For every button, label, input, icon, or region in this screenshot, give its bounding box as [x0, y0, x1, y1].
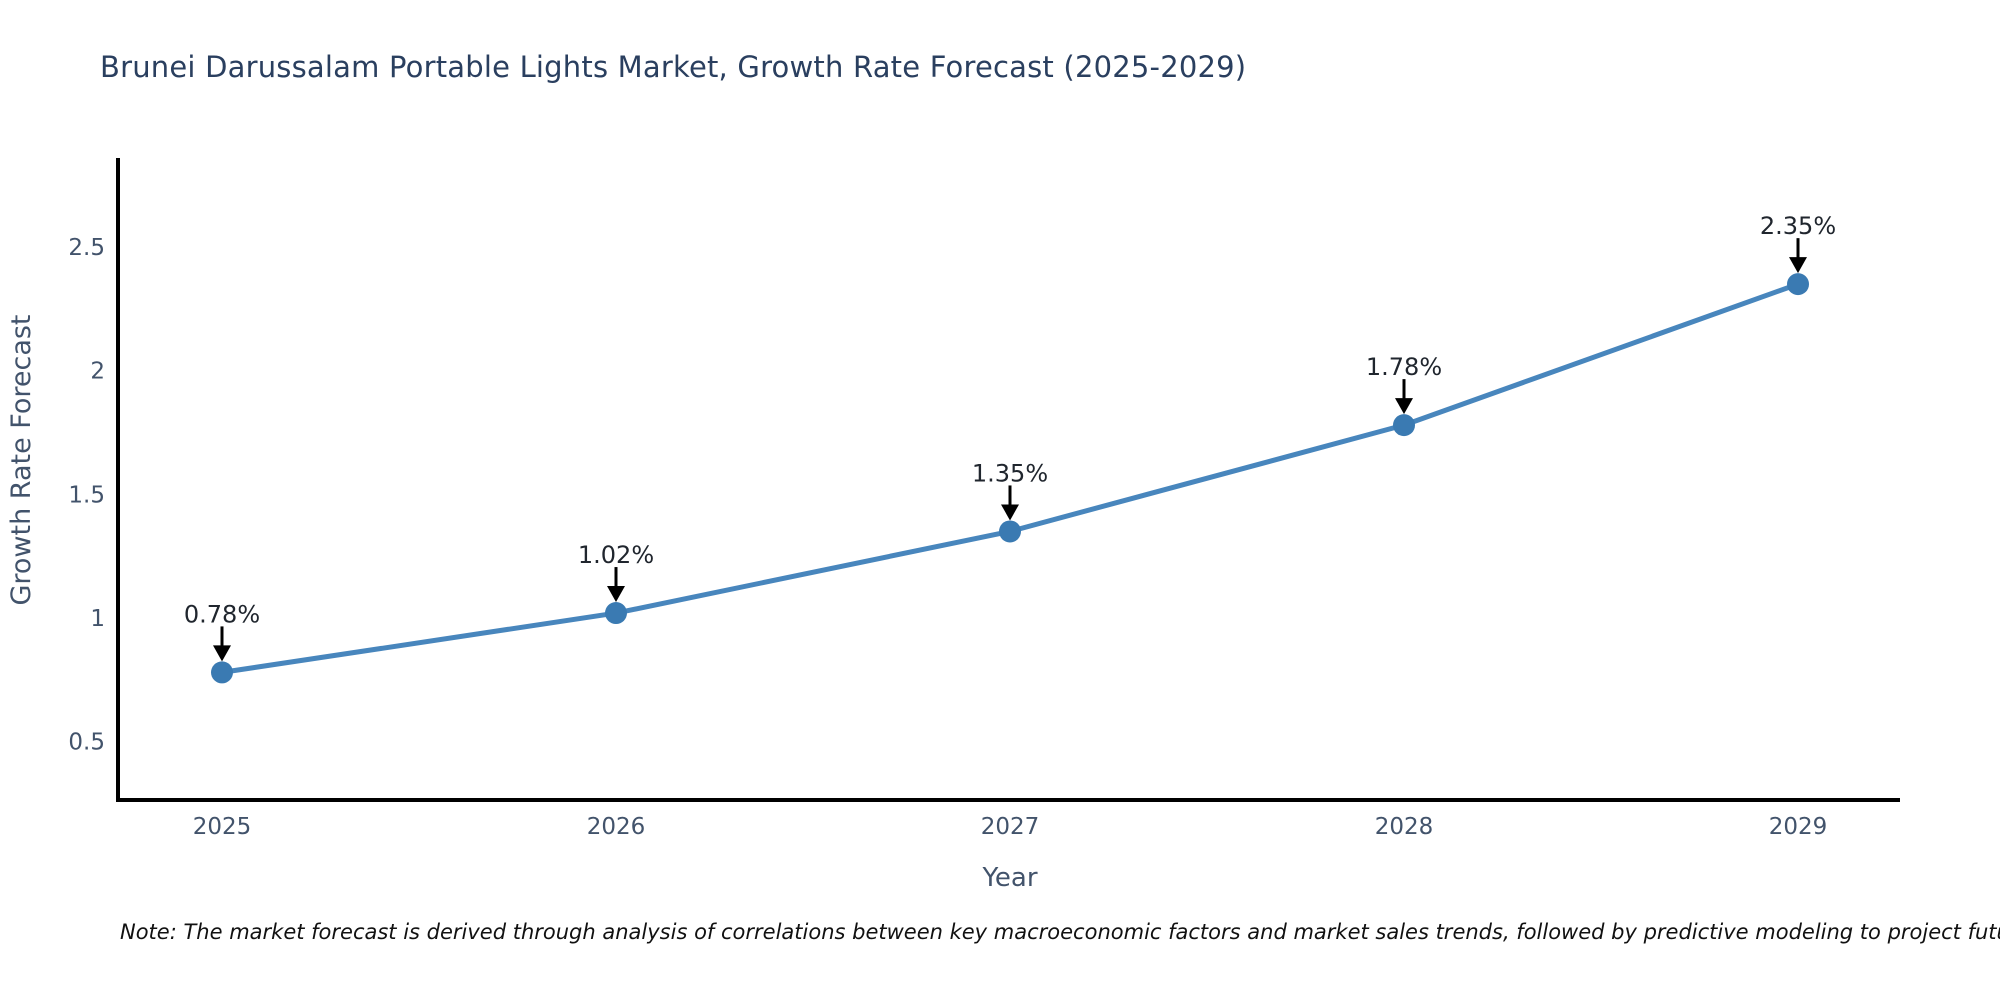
data-point[interactable]: [1787, 273, 1809, 296]
y-tick-label: 2: [90, 359, 105, 385]
data-point[interactable]: [999, 520, 1021, 543]
annotation-label: 1.35%: [972, 459, 1048, 487]
y-tick-label: 1.5: [68, 482, 105, 508]
x-tick-label: 2026: [587, 814, 646, 840]
x-axis-title: Year: [981, 863, 1037, 893]
data-point[interactable]: [1393, 414, 1415, 437]
y-axis-title: Growth Rate Forecast: [6, 314, 37, 605]
data-point[interactable]: [211, 661, 233, 684]
y-tick-label: 1: [90, 606, 105, 632]
x-tick-label: 2025: [193, 814, 252, 840]
x-tick-label: 2029: [1769, 814, 1828, 840]
annotation-label: 2.35%: [1760, 212, 1836, 240]
annotation-arrowhead-icon: [1395, 398, 1413, 415]
annotation-arrowhead-icon: [1001, 504, 1019, 521]
annotation-label: 1.02%: [578, 541, 654, 569]
footnote: Note: The market forecast is derived thr…: [120, 920, 2000, 944]
x-tick-label: 2028: [1375, 814, 1434, 840]
annotation-arrowhead-icon: [607, 586, 625, 603]
annotation-label: 0.78%: [184, 600, 260, 628]
dynamic-chart-layer: 0.5 1 1.5 2 2.5 2025 2026 2027 2028 2029 0.78% 1.02…: [68, 158, 1900, 840]
y-tick-label: 2.5: [68, 235, 105, 261]
annotation-label: 1.78%: [1366, 353, 1442, 381]
annotation-arrowhead-icon: [213, 645, 231, 662]
x-tick-label: 2027: [981, 814, 1040, 840]
annotation-arrowhead-icon: [1789, 257, 1807, 274]
chart-title: Brunei Darussalam Portable Lights Market…: [100, 50, 1247, 84]
y-tick-label: 0.5: [68, 730, 105, 756]
data-point[interactable]: [605, 602, 627, 625]
